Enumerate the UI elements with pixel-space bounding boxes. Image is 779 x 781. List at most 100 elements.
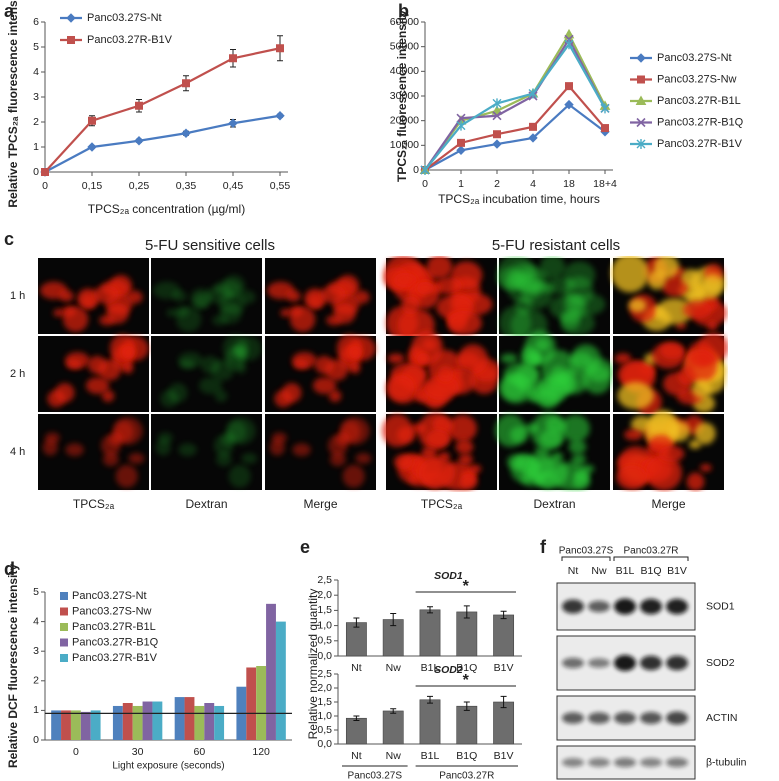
cell bbox=[394, 454, 413, 470]
marker bbox=[528, 88, 538, 99]
blot-row-label: SOD1 bbox=[706, 600, 735, 612]
group-label: Panc03.27S bbox=[348, 771, 403, 781]
x-tick-label: 0,25 bbox=[129, 180, 150, 192]
marker bbox=[135, 101, 143, 110]
x-tick-label: 0,15 bbox=[82, 180, 103, 192]
cell bbox=[178, 443, 197, 457]
group-label: Panc03.27R bbox=[439, 771, 494, 781]
y-tick-label: 0 bbox=[33, 166, 39, 178]
x-tick-label: 0 bbox=[422, 178, 428, 190]
cell bbox=[293, 359, 309, 370]
bar bbox=[61, 710, 71, 740]
cell bbox=[681, 269, 701, 286]
y-tick-label: 1 bbox=[33, 141, 39, 153]
cell bbox=[611, 256, 649, 293]
bar bbox=[80, 711, 91, 740]
cell bbox=[179, 359, 195, 370]
cell bbox=[458, 344, 488, 374]
cell bbox=[448, 414, 477, 442]
bar bbox=[246, 667, 257, 740]
y-tick-label: 2 bbox=[33, 116, 39, 128]
y-tick-label: 2,5 bbox=[317, 574, 332, 586]
cell bbox=[531, 457, 569, 489]
cell bbox=[707, 321, 718, 331]
legend-label: Panc03.27S-Nt bbox=[87, 12, 162, 24]
y-tick-label: 5 bbox=[33, 586, 39, 598]
marker bbox=[528, 133, 538, 143]
y-tick-label: 0,0 bbox=[317, 650, 332, 662]
legend-swatch bbox=[60, 592, 68, 600]
marker bbox=[182, 79, 190, 88]
bar bbox=[184, 697, 195, 740]
band bbox=[562, 712, 584, 724]
band bbox=[666, 655, 688, 671]
cell bbox=[530, 353, 544, 366]
cell bbox=[658, 445, 685, 462]
line bbox=[424, 37, 606, 171]
cell bbox=[289, 306, 316, 332]
cell bbox=[292, 443, 311, 457]
band bbox=[640, 712, 662, 724]
legend-label: Panc03.27S-Nw bbox=[72, 605, 152, 617]
cell bbox=[85, 377, 110, 395]
line bbox=[424, 32, 606, 171]
cell bbox=[102, 452, 119, 467]
cell bbox=[328, 389, 342, 403]
cell bbox=[87, 355, 107, 374]
x-tick-label: B1L bbox=[421, 750, 440, 762]
band bbox=[666, 711, 688, 725]
marker bbox=[457, 138, 465, 147]
error-bar bbox=[463, 701, 470, 711]
cell bbox=[355, 452, 372, 464]
row-label: 1 h bbox=[10, 290, 25, 302]
error-bar bbox=[427, 695, 433, 704]
cell bbox=[108, 431, 123, 446]
x-tick-label: B1V bbox=[494, 750, 514, 762]
y-axis-title: Relative TPCS₂ₐ fluorescence intensity bbox=[6, 0, 20, 208]
cell bbox=[401, 296, 420, 315]
band bbox=[614, 655, 636, 671]
y-tick-label: 60000 bbox=[390, 16, 419, 28]
cell bbox=[382, 414, 413, 448]
column-label: Dextran bbox=[185, 497, 227, 511]
cell bbox=[333, 302, 356, 324]
cell bbox=[547, 277, 575, 295]
cell bbox=[65, 443, 84, 457]
band bbox=[562, 758, 584, 767]
bar bbox=[142, 701, 153, 740]
legend-label: Panc03.27S-Nw bbox=[657, 73, 737, 85]
band bbox=[614, 598, 636, 615]
legend-label: Panc03.27R-B1Q bbox=[72, 636, 159, 648]
cell bbox=[561, 414, 590, 442]
panel-letter: d bbox=[4, 559, 15, 579]
marker bbox=[228, 118, 238, 128]
y-tick-label: 4 bbox=[33, 615, 39, 627]
legend-swatch bbox=[60, 638, 68, 647]
cell bbox=[469, 464, 482, 474]
group-title: 5-FU resistant cells bbox=[492, 237, 620, 254]
cell bbox=[458, 453, 473, 466]
cell bbox=[59, 290, 74, 302]
cell bbox=[215, 452, 232, 467]
legend-label: Panc03.27R-B1L bbox=[72, 621, 156, 633]
cell bbox=[175, 306, 202, 332]
marker bbox=[564, 39, 574, 50]
cell bbox=[628, 298, 647, 313]
legend-marker bbox=[635, 95, 647, 105]
marker bbox=[493, 130, 501, 139]
column-label: Merge bbox=[303, 497, 337, 511]
bar bbox=[194, 705, 205, 740]
y-tick-label: 4 bbox=[33, 66, 39, 78]
bar bbox=[382, 710, 404, 745]
x-tick-label: Nw bbox=[386, 750, 402, 762]
cell bbox=[206, 285, 232, 304]
cell bbox=[393, 272, 417, 288]
x-axis-title: TPCS₂ₐ incubation time, hours bbox=[438, 192, 600, 206]
marker bbox=[181, 128, 191, 138]
cell bbox=[703, 274, 722, 294]
y-tick-label: 20000 bbox=[390, 114, 419, 126]
cell bbox=[101, 389, 115, 403]
legend-marker bbox=[636, 53, 646, 63]
cell bbox=[280, 308, 292, 317]
